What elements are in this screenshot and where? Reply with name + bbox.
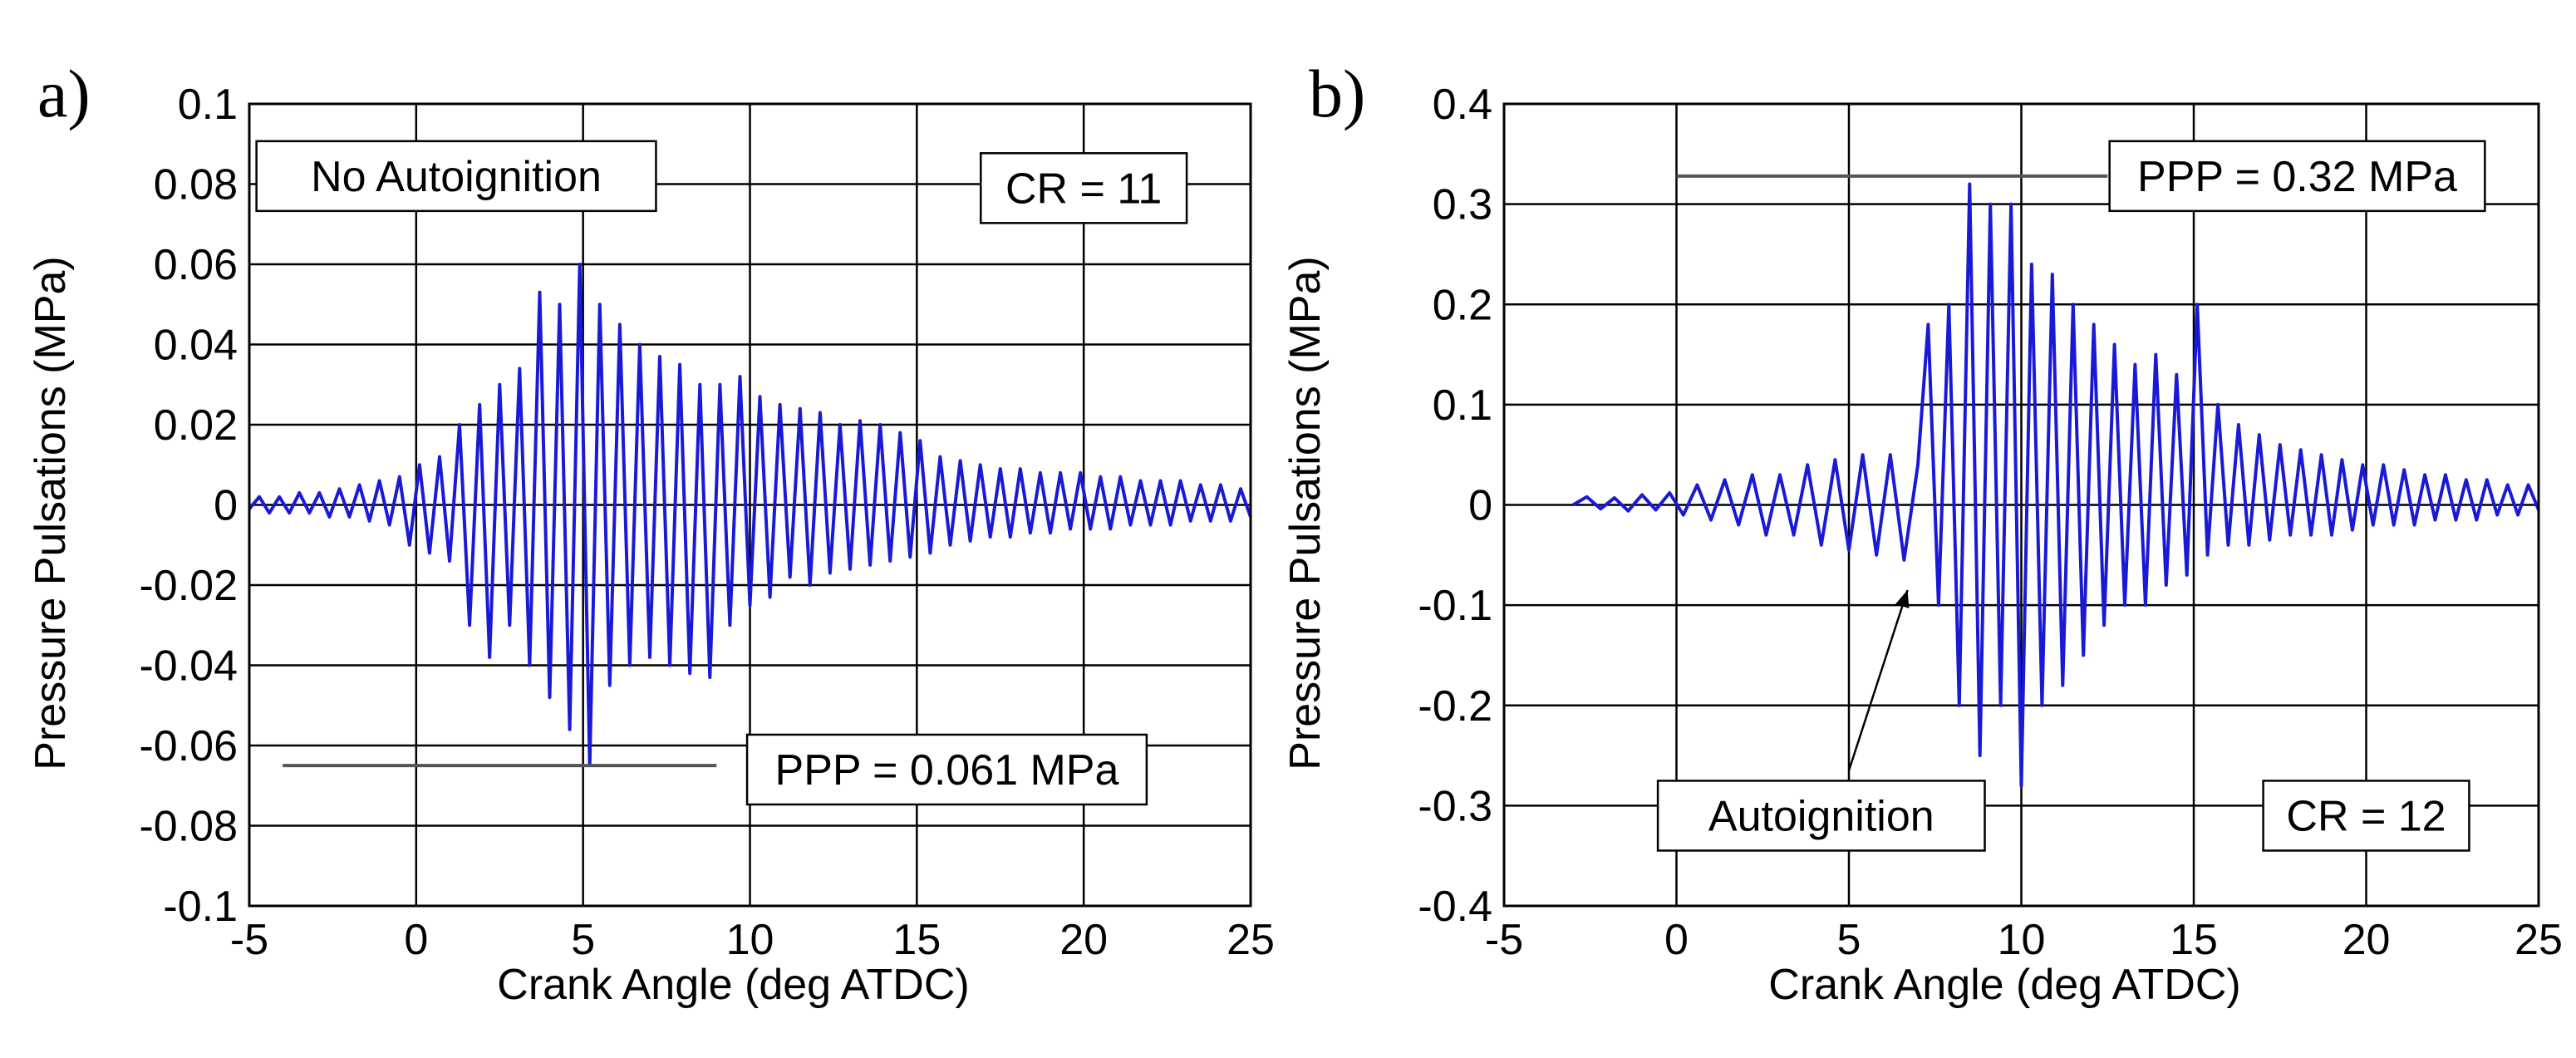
annotation-box [745,733,1148,806]
x-tick-label: 20 [2342,916,2391,964]
y-tick-label: -0.04 [139,642,238,691]
y-tick-label: -0.2 [1418,682,1492,731]
x-tick-label: -5 [230,916,268,964]
annotation-text: Autoignition [1708,792,1934,840]
x-tick-label: 15 [892,916,941,964]
annotation-text: PPP = 0.061 MPa [775,746,1119,795]
y-tick-label: -0.1 [1418,582,1492,630]
x-axis-label: Crank Angle (deg ATDC) [497,961,969,1009]
axes-frame [1502,102,2540,908]
y-tick-label: 0 [214,482,238,530]
y-tick-label: 0.4 [1433,81,1492,129]
x-tick-label: 20 [1059,916,1108,964]
annotation-box [2262,780,2470,852]
annotation-text: No Autoignition [311,153,602,201]
x-tick-label: 10 [1998,916,2046,964]
x-tick-label: 5 [571,916,595,964]
y-tick-label: 0.3 [1433,181,1492,229]
y-tick-label: 0.02 [154,401,238,450]
y-tick-label: 0.06 [154,241,238,289]
y-tick-label: 0.04 [154,322,238,370]
y-axis-label: Pressure Pulsations (MPa) [27,256,75,770]
x-tick-label: 25 [2515,916,2563,964]
x-tick-label: 15 [2170,916,2218,964]
x-tick-label: 0 [404,916,428,964]
data-series-line [1571,182,2540,788]
y-tick-label: -0.02 [139,562,238,610]
x-axis-label: Crank Angle (deg ATDC) [1768,961,2240,1009]
annotation-box [1656,780,1986,852]
y-tick-label: -0.06 [139,722,238,770]
annotation-text: CR = 12 [2286,792,2446,840]
y-tick-label: 0.2 [1433,281,1492,329]
x-tick-label: 10 [726,916,774,964]
annotation-box [2108,140,2486,213]
annotation-text: PPP = 0.32 MPa [2137,153,2457,201]
y-axis-label: Pressure Pulsations (MPa) [1281,256,1330,770]
x-tick-label: 5 [1837,916,1861,964]
y-tick-label: -0.08 [139,803,238,851]
panel-label: a) [37,56,91,131]
y-tick-label: -0.1 [163,883,238,931]
annotation-text: CR = 11 [1005,165,1162,213]
y-tick-label: 0.1 [1433,381,1492,430]
annotation-arrow-head [1895,590,1910,608]
x-tick-label: 0 [1664,916,1689,964]
data-series-line [248,263,1252,768]
x-tick-label: -5 [1485,916,1523,964]
annotation-arrow-line [1847,589,1909,771]
y-tick-label: 0.08 [154,161,238,209]
annotation-box [979,152,1188,224]
y-tick-label: 0.1 [178,81,238,129]
y-tick-label: 0 [1468,482,1492,530]
chart-panel-a: -5 0 5 10 15 20 25 -0.1 -0.08 -0.06 -0.04 -0.02 0 0.0… [27,56,1275,1009]
annotation-box [255,140,657,213]
panel-label: b) [1309,56,1365,131]
axes-frame [248,102,1252,908]
y-tick-label: -0.4 [1418,883,1492,931]
y-tick-label: -0.3 [1418,782,1492,830]
chart-panel-b: -5 0 5 10 15 20 25 -0.4 -0.3 -0.2 -0.1 0 0.1 0.2 0.3 0.… [1281,56,2563,1009]
x-tick-label: 25 [1227,916,1275,964]
